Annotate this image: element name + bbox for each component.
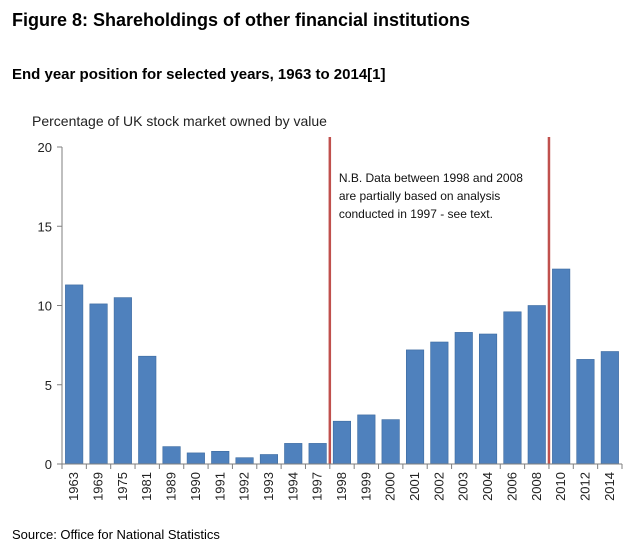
x-tick-label-2004: 2004	[480, 472, 495, 501]
x-tick-label-1963: 1963	[66, 472, 81, 501]
axes-group: 0 5 10 15 20 1963 1969 1975 1981 1989 1990 1991 1992…	[38, 140, 623, 501]
y-tick-label-10: 10	[38, 299, 52, 314]
x-tick-label-1981: 1981	[139, 472, 154, 501]
x-tick-label-2008: 2008	[529, 472, 544, 501]
x-tick-label-1989: 1989	[164, 472, 179, 501]
bar-1999	[357, 414, 376, 465]
x-tick-label-2014: 2014	[602, 472, 617, 501]
annotation-line-3: conducted in 1997 - see text.	[339, 207, 493, 221]
x-tick-label-1994: 1994	[285, 472, 300, 501]
annotation-line-2: are partially based on analysis	[339, 189, 500, 203]
bar-1969	[89, 303, 108, 465]
x-tick-label-2003: 2003	[456, 472, 471, 501]
bar-2000	[381, 419, 400, 465]
x-tick-label-1991: 1991	[212, 472, 227, 501]
source-note: Source: Office for National Statistics	[12, 527, 220, 542]
y-tick-label-0: 0	[45, 457, 52, 472]
bar-1997	[308, 443, 327, 465]
x-tick-label-2000: 2000	[383, 472, 398, 501]
bar-2014	[600, 351, 619, 465]
x-tick-label-1975: 1975	[115, 472, 130, 501]
bar-2004	[478, 333, 498, 465]
x-tick-label-1990: 1990	[188, 472, 203, 501]
x-tick-label-2001: 2001	[407, 472, 422, 501]
x-tick-label-1969: 1969	[91, 472, 106, 501]
x-tick-label-1998: 1998	[334, 472, 349, 501]
x-tick-label-1997: 1997	[310, 472, 325, 501]
bar-1991	[211, 450, 230, 465]
bar-1975	[113, 297, 132, 465]
bar-2003	[454, 332, 473, 465]
y-tick-label-15: 15	[38, 219, 52, 234]
bar-1994	[284, 443, 303, 465]
y-tick-label-20: 20	[38, 140, 52, 155]
annotation-line-1: N.B. Data between 1998 and 2008	[339, 171, 523, 185]
bar-2001	[405, 349, 425, 465]
bar-2002	[430, 341, 449, 465]
x-tick-label-2006: 2006	[504, 472, 519, 501]
bar-1963	[65, 284, 84, 465]
bar-1990	[186, 452, 205, 465]
annotation-group: N.B. Data between 1998 and 2008 are parti…	[339, 171, 523, 221]
bar-1981	[138, 355, 157, 465]
bars-group	[65, 268, 619, 465]
x-tick-label-1993: 1993	[261, 472, 276, 501]
bar-2010	[552, 268, 571, 465]
x-tick-label-2002: 2002	[431, 472, 446, 501]
x-tick-label-1999: 1999	[358, 472, 373, 501]
x-tick-label-2012: 2012	[577, 472, 592, 501]
bar-2008	[527, 305, 546, 465]
y-axis-label: Percentage of UK stock market owned by v…	[32, 113, 327, 129]
reference-lines-group	[328, 137, 551, 464]
figure-subtitle: End year position for selected years, 19…	[12, 66, 386, 83]
bar-1993	[259, 454, 279, 465]
bar-1989	[162, 446, 181, 465]
figure-title: Figure 8: Shareholdings of other financi…	[12, 10, 471, 30]
y-tick-label-5: 5	[45, 378, 52, 393]
bar-2012	[576, 359, 595, 465]
x-tick-label-2010: 2010	[553, 472, 568, 501]
x-tick-label-1992: 1992	[237, 472, 252, 501]
bar-1998	[332, 420, 352, 465]
bar-1992	[235, 457, 254, 465]
bar-2006	[503, 311, 522, 465]
